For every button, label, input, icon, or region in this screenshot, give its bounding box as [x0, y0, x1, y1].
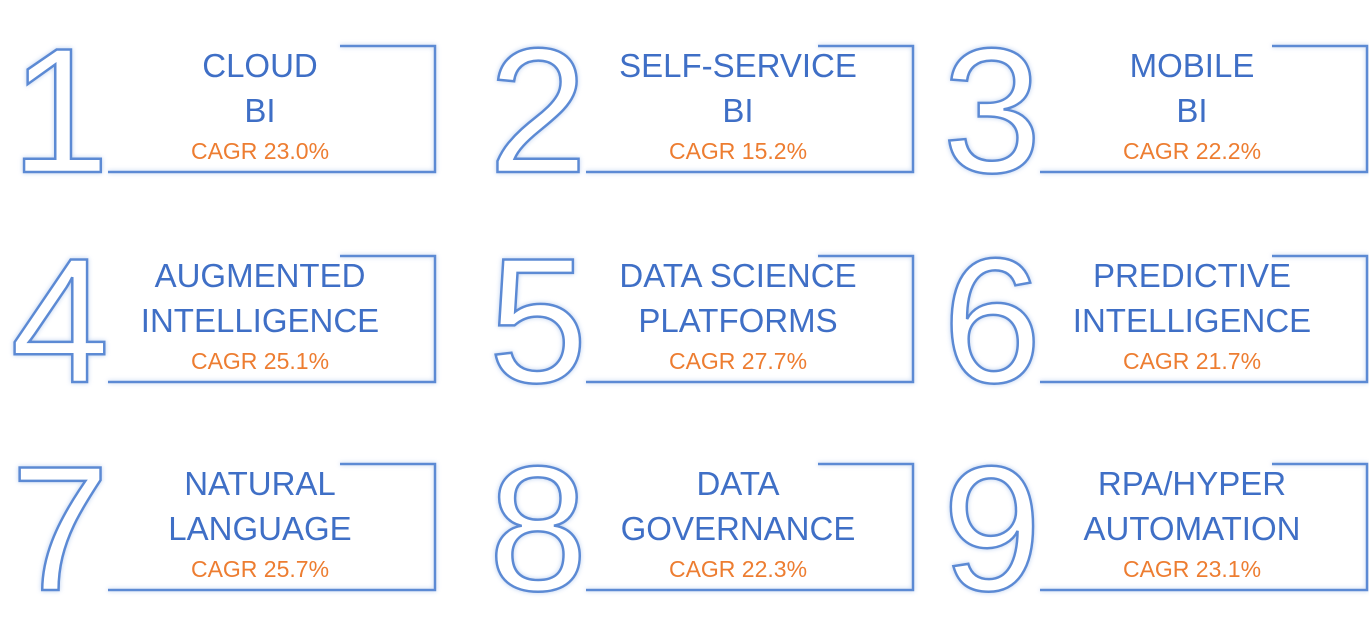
- rank-number: 9: [943, 429, 1042, 628]
- trend-title: NATURAL: [184, 465, 336, 502]
- card-frame: [1040, 254, 1369, 384]
- card-frame: [108, 44, 437, 174]
- trend-title: AUGMENTED: [155, 257, 366, 294]
- trend-card: 3 MOBILE BI CAGR 22.2%: [941, 10, 1369, 211]
- trend-title: CLOUD: [202, 47, 318, 84]
- card-frame: [586, 254, 915, 384]
- trend-title: RPA/HYPER: [1098, 465, 1286, 502]
- trend-title: INTELLIGENCE: [1073, 302, 1311, 339]
- trend-title: MOBILE: [1130, 47, 1255, 84]
- rank-number: 2: [489, 11, 588, 210]
- card-frame: [1040, 462, 1369, 592]
- rank-number: 7: [11, 429, 110, 628]
- card-frame: [1040, 44, 1369, 174]
- trend-title: BI: [722, 92, 753, 129]
- trend-title: LANGUAGE: [168, 510, 351, 547]
- rank-number: 4: [11, 221, 110, 420]
- trend-title: GOVERNANCE: [621, 510, 856, 547]
- cagr-label: CAGR 25.1%: [191, 348, 329, 374]
- cagr-label: CAGR 23.1%: [1123, 556, 1261, 582]
- card-frame: [586, 44, 915, 174]
- trend-title: PLATFORMS: [638, 302, 837, 339]
- trend-card: 7 NATURAL LANGUAGE CAGR 25.7%: [9, 428, 437, 629]
- trend-card: 2 SELF-SERVICE BI CAGR 15.2%: [487, 10, 915, 211]
- trend-title: DATA SCIENCE: [619, 257, 856, 294]
- cagr-label: CAGR 23.0%: [191, 138, 329, 164]
- cagr-label: CAGR 22.2%: [1123, 138, 1261, 164]
- cagr-label: CAGR 21.7%: [1123, 348, 1261, 374]
- cagr-label: CAGR 22.3%: [669, 556, 807, 582]
- rank-number: 5: [489, 221, 588, 420]
- trend-card: 8 DATA GOVERNANCE CAGR 22.3%: [487, 428, 915, 629]
- cagr-label: CAGR 27.7%: [669, 348, 807, 374]
- trend-title: BI: [1176, 92, 1207, 129]
- trend-title: AUTOMATION: [1084, 510, 1301, 547]
- rank-number: 1: [11, 11, 110, 210]
- card-frame: [108, 254, 437, 384]
- rank-number: 6: [943, 221, 1042, 420]
- trend-title: DATA: [696, 465, 779, 502]
- trend-card: 4 AUGMENTED INTELLIGENCE CAGR 25.1%: [9, 220, 437, 421]
- cagr-label: CAGR 25.7%: [191, 556, 329, 582]
- trend-card: 5 DATA SCIENCE PLATFORMS CAGR 27.7%: [487, 220, 915, 421]
- card-frame: [586, 462, 915, 592]
- rank-number: 3: [943, 11, 1042, 210]
- card-frame: [108, 462, 437, 592]
- trend-title: PREDICTIVE: [1093, 257, 1291, 294]
- trend-card: 9 RPA/HYPER AUTOMATION CAGR 23.1%: [941, 428, 1369, 629]
- trend-title: SELF-SERVICE: [619, 47, 857, 84]
- trend-title: INTELLIGENCE: [141, 302, 379, 339]
- cagr-label: CAGR 15.2%: [669, 138, 807, 164]
- trend-title: BI: [244, 92, 275, 129]
- trend-card: 6 PREDICTIVE INTELLIGENCE CAGR 21.7%: [941, 220, 1369, 421]
- rank-number: 8: [489, 429, 588, 628]
- trend-card: 1 CLOUD BI CAGR 23.0%: [9, 10, 437, 211]
